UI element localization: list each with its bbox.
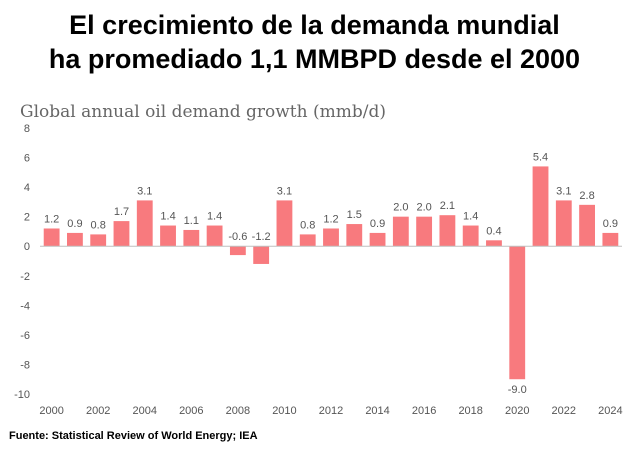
bar-data-label: 1.7 bbox=[114, 206, 129, 218]
y-tick-label: 6 bbox=[24, 153, 30, 165]
data-labels: 1.2 0.9 0.8 1.7 3.1 1.4 1.1 1.4 -0.6 -1.2 3.1 0.8 1.… bbox=[44, 151, 618, 396]
y-tick-label: 2 bbox=[24, 212, 30, 224]
x-tick-label: 2010 bbox=[272, 405, 296, 417]
bar-data-label: 3.1 bbox=[277, 185, 292, 197]
bar bbox=[462, 225, 479, 247]
bar-data-label: 2.0 bbox=[393, 202, 408, 214]
bar-data-label: 0.8 bbox=[91, 219, 106, 231]
x-tick-label: 2018 bbox=[458, 405, 482, 417]
bar-data-label: 1.4 bbox=[463, 211, 478, 223]
bar bbox=[206, 225, 223, 247]
y-tick-label: -6 bbox=[20, 330, 30, 342]
x-tick-label: 2000 bbox=[39, 405, 63, 417]
bar-data-label: 1.2 bbox=[323, 213, 338, 225]
bar-data-label: 2.0 bbox=[416, 202, 431, 214]
y-tick-label: -8 bbox=[20, 359, 30, 371]
bar-data-label: 3.1 bbox=[556, 185, 571, 197]
x-tick-label: 2022 bbox=[552, 405, 576, 417]
bar bbox=[253, 246, 270, 264]
bar bbox=[43, 228, 60, 247]
x-tick-label: 2008 bbox=[226, 405, 250, 417]
bar-data-label: 0.8 bbox=[300, 219, 315, 231]
bar-data-label: 0.9 bbox=[370, 218, 385, 230]
bar bbox=[113, 221, 130, 247]
bar bbox=[439, 215, 456, 247]
bar bbox=[67, 232, 83, 247]
y-tick-label: -2 bbox=[20, 271, 30, 283]
bar bbox=[486, 240, 502, 247]
y-axis: 8 6 4 2 0 -2 -4 -6 -8 -10 bbox=[14, 123, 30, 401]
bar bbox=[323, 228, 339, 247]
x-tick-label: 2014 bbox=[365, 405, 389, 417]
bar bbox=[160, 225, 176, 247]
bar-data-label: 0.4 bbox=[486, 225, 501, 237]
bar bbox=[183, 229, 200, 247]
bar-data-label: 0.9 bbox=[67, 218, 82, 230]
headline-line-2: ha promediado 1,1 MMBPD desde el 2000 bbox=[48, 44, 581, 74]
bar bbox=[392, 216, 409, 247]
y-tick-label: -4 bbox=[20, 300, 30, 312]
y-tick-label: 4 bbox=[24, 182, 30, 194]
bar bbox=[532, 166, 549, 247]
bar-data-label: -1.2 bbox=[252, 231, 271, 243]
bar bbox=[90, 234, 107, 247]
bar bbox=[602, 232, 619, 247]
bar-data-label: 2.1 bbox=[440, 200, 455, 212]
headline-line-1: El crecimiento de la demanda mundial bbox=[69, 10, 560, 40]
x-tick-label: 2020 bbox=[505, 405, 529, 417]
bar-data-label: -9.0 bbox=[508, 384, 527, 396]
bars bbox=[43, 166, 619, 380]
x-tick-label: 2024 bbox=[598, 405, 622, 417]
bar-data-label: 1.4 bbox=[160, 211, 175, 223]
y-tick-label: -10 bbox=[14, 389, 30, 401]
y-tick-label: 0 bbox=[24, 241, 30, 253]
bar bbox=[579, 204, 595, 247]
bar-data-label: 3.1 bbox=[137, 185, 152, 197]
x-tick-label: 2012 bbox=[319, 405, 343, 417]
y-tick-label: 8 bbox=[24, 123, 30, 135]
chart-title: Global annual oil demand growth (mmb/d) bbox=[20, 102, 386, 122]
bar bbox=[229, 246, 246, 256]
bar bbox=[369, 232, 386, 247]
bar-data-label: 1.4 bbox=[207, 211, 222, 223]
bar bbox=[346, 224, 363, 247]
bar-data-label: 5.4 bbox=[533, 151, 548, 163]
bar-data-label: 0.9 bbox=[603, 218, 618, 230]
source-note: Fuente: Statistical Review of World Ener… bbox=[9, 430, 258, 442]
bar-data-label: -0.6 bbox=[228, 231, 247, 243]
bar bbox=[416, 216, 433, 247]
bar-data-label: 1.5 bbox=[347, 209, 362, 221]
bar-data-label: 1.2 bbox=[44, 213, 59, 225]
x-tick-label: 2002 bbox=[86, 405, 110, 417]
bar bbox=[276, 200, 293, 247]
headline: El crecimiento de la demanda mundial ha … bbox=[0, 8, 629, 76]
x-tick-label: 2004 bbox=[133, 405, 157, 417]
bar bbox=[555, 200, 572, 247]
x-tick-label: 2006 bbox=[179, 405, 203, 417]
bar bbox=[509, 246, 526, 380]
bar bbox=[299, 234, 316, 247]
bar bbox=[136, 200, 153, 247]
x-axis: 2000 2002 2004 2006 2008 2010 2012 2014 2016 2018… bbox=[39, 405, 622, 417]
bar-data-label: 1.1 bbox=[184, 215, 199, 227]
x-tick-label: 2016 bbox=[412, 405, 436, 417]
bar-data-label: 2.8 bbox=[579, 190, 594, 202]
